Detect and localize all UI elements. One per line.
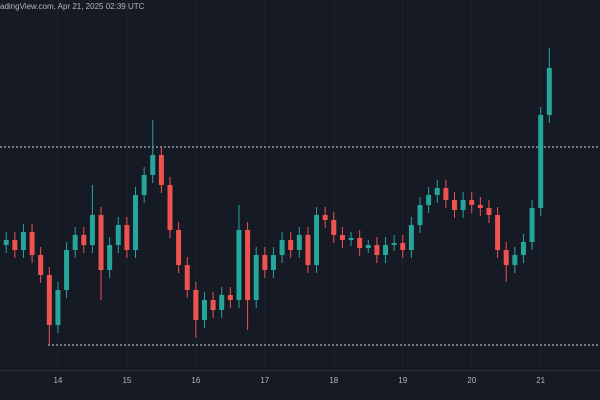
candle-body: [167, 185, 173, 230]
candle-body: [38, 255, 44, 275]
source-label: adingView.com, Apr 21, 2025 02:39 UTC: [0, 2, 145, 11]
x-tick-label: 17: [260, 376, 269, 385]
candle-body: [55, 290, 61, 325]
candle-body: [124, 225, 130, 250]
candle-body: [348, 238, 354, 240]
candle-body: [253, 255, 259, 300]
x-tick-label: 15: [122, 376, 131, 385]
candle-body: [512, 255, 518, 265]
candle-body: [365, 245, 371, 248]
candle-body: [210, 300, 216, 310]
x-tick-label: 14: [53, 376, 62, 385]
candle-body: [262, 255, 268, 270]
candle-body: [115, 225, 121, 245]
candle-body: [305, 235, 311, 265]
candle-body: [89, 215, 95, 245]
candle-body: [391, 243, 397, 245]
candle-body: [133, 195, 139, 250]
x-tick-label: 20: [467, 376, 476, 385]
candle-body: [64, 250, 70, 290]
x-tick-label: 21: [536, 376, 545, 385]
candle-body: [314, 215, 320, 265]
candle-body: [184, 265, 190, 290]
candle-body: [176, 230, 182, 265]
candle-body: [495, 215, 501, 250]
candle-body: [72, 235, 78, 250]
candle-body: [3, 240, 9, 245]
candle-body: [443, 188, 449, 200]
candle-body: [477, 205, 483, 208]
candle-body: [141, 175, 147, 195]
candle-body: [460, 200, 466, 210]
candle-body: [339, 235, 345, 240]
candle-body: [270, 255, 276, 270]
candle-body: [98, 215, 104, 270]
candle-body: [236, 230, 242, 300]
candle-body: [227, 295, 233, 300]
candle-body: [357, 238, 363, 248]
candle-body: [20, 232, 26, 250]
candle-body: [29, 232, 35, 255]
candle-body: [158, 155, 164, 185]
candle-body: [279, 240, 285, 255]
candle-body: [503, 250, 509, 265]
x-tick-label: 19: [398, 376, 407, 385]
candle-body: [469, 200, 475, 205]
candle-body: [322, 215, 328, 220]
candle-body: [245, 230, 251, 300]
x-tick-label: 16: [191, 376, 200, 385]
candle-body: [193, 290, 199, 320]
candle-body: [529, 208, 535, 242]
candle-body: [219, 295, 225, 310]
candle-body: [81, 235, 87, 245]
candle-body: [12, 240, 18, 250]
candle-body: [400, 243, 406, 250]
candle-body: [434, 188, 440, 195]
candle-body: [417, 205, 423, 225]
candle-body: [288, 240, 294, 250]
candle-body: [46, 275, 52, 325]
candle-body: [383, 245, 389, 255]
candle-body: [451, 200, 457, 210]
candle-body: [296, 235, 302, 250]
candle-body: [201, 300, 207, 320]
candle-body: [486, 208, 492, 215]
candle-body: [408, 225, 414, 250]
candle-body: [107, 245, 113, 270]
candle-body: [546, 68, 552, 115]
candle-body: [374, 245, 380, 255]
candle-body: [331, 220, 337, 235]
candle-body: [426, 195, 432, 205]
x-tick-label: 18: [329, 376, 338, 385]
candle-body: [538, 115, 544, 208]
candle-body: [150, 155, 156, 175]
candle-body: [520, 242, 526, 255]
